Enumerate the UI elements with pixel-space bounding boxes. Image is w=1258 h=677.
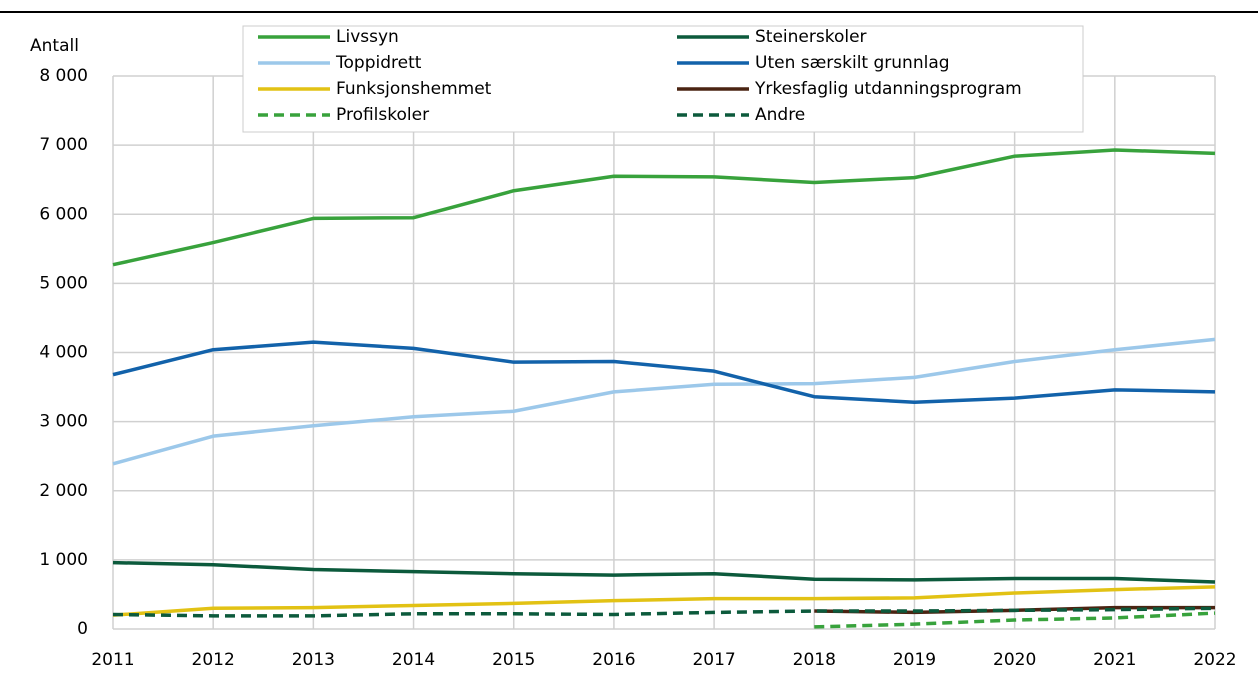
series-line xyxy=(112,560,1216,584)
x-tick-label: 2012 xyxy=(192,650,235,670)
x-tick-label: 2019 xyxy=(893,650,936,670)
y-tick-label: 2 000 xyxy=(39,481,88,501)
x-tick-label: 2017 xyxy=(692,650,735,670)
x-tick-label: 2018 xyxy=(793,650,836,670)
series-line xyxy=(112,340,1216,405)
legend-label: Funksjonshemmet xyxy=(336,79,492,99)
legend-box xyxy=(242,25,1084,133)
series-line xyxy=(112,148,1216,267)
legend-label: Livssyn xyxy=(336,27,399,47)
legend-label: Yrkesfaglig utdanningsprogram xyxy=(754,79,1022,99)
x-tick-label: 2014 xyxy=(392,650,435,670)
x-tick-label: 2020 xyxy=(993,650,1036,670)
legend-label: Andre xyxy=(755,105,805,125)
grid xyxy=(112,75,1216,630)
y-tick-label: 7 000 xyxy=(39,135,88,155)
legend-label: Steinerskoler xyxy=(755,27,867,47)
series-line xyxy=(112,337,1216,466)
y-tick-label: 4 000 xyxy=(39,343,88,363)
x-tick-label: 2021 xyxy=(1093,650,1136,670)
y-tick-label: 8 000 xyxy=(39,66,88,86)
legend-label: Toppidrett xyxy=(335,53,422,73)
y-tick-label: 5 000 xyxy=(39,273,88,293)
y-tick-label: 0 xyxy=(77,619,88,639)
y-tick-label: 1 000 xyxy=(39,550,88,570)
x-tick-label: 2011 xyxy=(91,650,134,670)
legend-label: Profilskoler xyxy=(336,105,429,125)
y-tick-label: 3 000 xyxy=(39,412,88,432)
series-line xyxy=(814,611,1216,629)
y-axis-label: Antall xyxy=(30,36,79,56)
series-line xyxy=(112,585,1216,617)
series-line xyxy=(112,606,1216,618)
x-tick-label: 2015 xyxy=(492,650,535,670)
y-tick-label: 6 000 xyxy=(39,204,88,224)
x-tick-label: 2013 xyxy=(292,650,335,670)
legend-label: Uten særskilt grunnlag xyxy=(755,53,950,73)
x-tick-label: 2016 xyxy=(592,650,635,670)
x-tick-label: 2022 xyxy=(1193,650,1236,670)
